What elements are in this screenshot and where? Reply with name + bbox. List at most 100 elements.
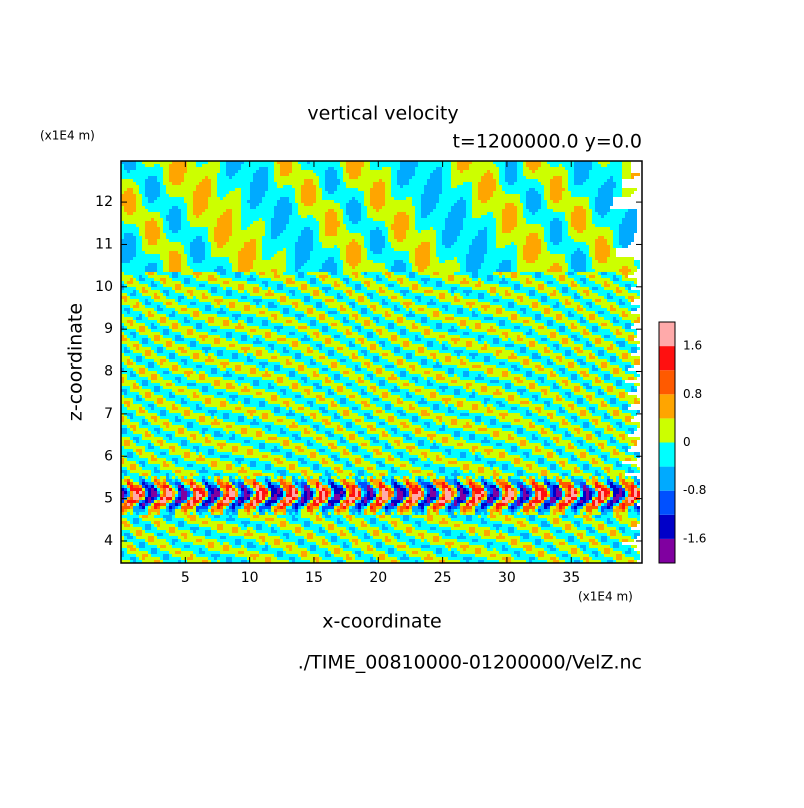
field-cell — [145, 407, 151, 410]
field-cell — [550, 332, 556, 335]
field-cell — [298, 338, 301, 341]
field-cell — [127, 359, 130, 362]
field-cell — [595, 317, 604, 320]
field-cell — [457, 239, 472, 242]
field-cell — [568, 179, 574, 182]
field-cell — [562, 419, 565, 422]
field-cell — [364, 284, 367, 287]
field-cell — [226, 383, 232, 386]
field-cell — [202, 293, 205, 296]
field-cell — [241, 188, 250, 191]
field-cell — [316, 323, 328, 326]
field-cell — [139, 290, 142, 293]
field-cell — [406, 212, 415, 215]
field-cell — [505, 290, 508, 293]
field-cell — [580, 293, 586, 296]
field-cell — [361, 350, 367, 353]
field-cell — [160, 212, 169, 215]
field-cell — [454, 275, 469, 278]
field-cell — [259, 380, 274, 383]
field-cell — [388, 323, 394, 326]
field-cell — [421, 278, 430, 281]
field-cell — [130, 260, 163, 263]
field-cell — [421, 410, 427, 413]
field-cell — [328, 374, 334, 377]
field-cell — [298, 317, 301, 320]
field-cell — [292, 398, 316, 401]
field-cell — [295, 290, 301, 293]
field-cell — [532, 395, 538, 398]
field-cell — [403, 239, 436, 242]
field-cell — [136, 329, 139, 332]
field-cell — [208, 197, 220, 200]
field-cell — [574, 419, 577, 422]
field-cell — [214, 413, 223, 416]
field-cell — [322, 341, 325, 344]
field-cell — [196, 287, 211, 290]
field-cell — [241, 407, 256, 410]
field-cell — [286, 299, 301, 302]
field-cell — [517, 314, 520, 317]
field-cell — [472, 242, 487, 245]
field-cell — [463, 227, 484, 230]
field-cell — [616, 395, 619, 398]
field-cell — [208, 428, 223, 431]
field-cell — [286, 320, 292, 323]
field-cell — [589, 275, 595, 278]
field-cell — [265, 293, 274, 296]
field-cell — [550, 404, 562, 407]
field-cell — [277, 269, 286, 272]
field-cell — [586, 221, 592, 224]
field-cell — [442, 419, 451, 422]
field-cell — [361, 260, 373, 263]
field-cell — [436, 284, 442, 287]
field-cell — [550, 293, 556, 296]
field-cell — [565, 371, 577, 374]
field-cell — [580, 425, 583, 428]
field-cell — [352, 332, 358, 335]
field-cell — [292, 320, 298, 323]
field-cell — [388, 275, 391, 278]
field-cell — [349, 242, 358, 245]
field-cell — [133, 179, 145, 182]
field-cell — [346, 308, 352, 311]
field-cell — [595, 362, 601, 365]
field-cell — [178, 368, 193, 371]
field-cell — [562, 395, 568, 398]
field-cell — [472, 392, 475, 395]
field-cell — [448, 383, 466, 386]
field-cell — [136, 359, 142, 362]
field-cell — [562, 233, 568, 236]
field-cell — [439, 296, 445, 299]
field-cell — [211, 413, 214, 416]
field-cell — [391, 188, 424, 191]
field-cell — [394, 221, 409, 224]
field-cell — [361, 170, 391, 173]
field-cell — [268, 308, 283, 311]
field-cell — [451, 338, 460, 341]
field-cell — [121, 308, 124, 311]
field-cell — [262, 218, 271, 221]
field-cell — [571, 263, 586, 266]
field-cell — [127, 299, 139, 302]
field-cell — [397, 401, 403, 404]
field-cell — [613, 275, 616, 278]
field-cell — [301, 230, 313, 233]
field-cell — [607, 296, 613, 299]
field-cell — [367, 332, 373, 335]
field-cell — [160, 338, 172, 341]
field-cell — [361, 326, 364, 329]
field-cell — [505, 161, 517, 164]
field-cell — [313, 290, 319, 293]
field-cell — [151, 431, 157, 434]
field-cell — [142, 353, 145, 356]
field-cell — [562, 266, 568, 269]
field-cell — [448, 410, 454, 413]
field-cell — [235, 407, 241, 410]
field-cell — [364, 413, 370, 416]
field-cell — [478, 308, 484, 311]
field-cell — [370, 242, 385, 245]
field-cell — [481, 215, 493, 218]
field-cell — [211, 245, 217, 248]
field-cell — [160, 317, 166, 320]
